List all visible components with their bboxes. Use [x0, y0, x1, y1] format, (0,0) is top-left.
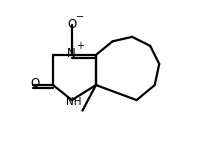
Text: N: N	[67, 47, 76, 60]
Text: NH: NH	[66, 97, 81, 107]
Text: +: +	[76, 41, 84, 51]
Text: O: O	[67, 17, 76, 31]
Text: −: −	[76, 12, 84, 22]
Text: O: O	[30, 77, 39, 90]
